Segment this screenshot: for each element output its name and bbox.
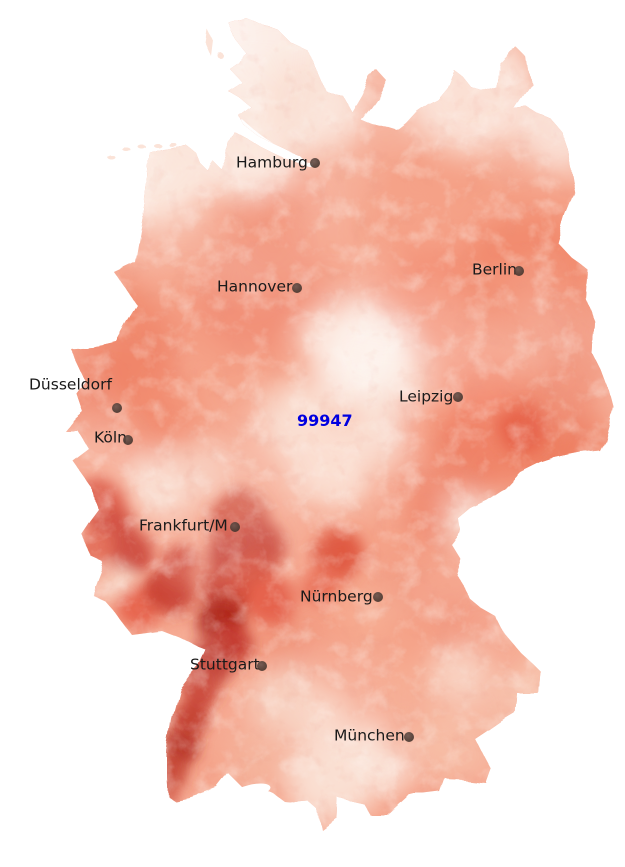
city-dot xyxy=(112,403,122,413)
city-label: Hannover xyxy=(217,277,293,296)
city-dot xyxy=(453,392,463,402)
city-dot xyxy=(514,266,524,276)
city-dot xyxy=(404,732,414,742)
city-dot xyxy=(373,592,383,602)
city-label: Leipzig xyxy=(399,387,454,406)
islands xyxy=(108,30,222,160)
city-dot xyxy=(123,435,133,445)
city-dot xyxy=(230,522,240,532)
city-label: Köln xyxy=(94,428,128,447)
city-label: Frankfurt/M xyxy=(139,516,228,535)
city-dot xyxy=(292,283,302,293)
city-label: Berlin xyxy=(472,260,517,279)
city-dot xyxy=(257,661,267,671)
city-label: Hamburg xyxy=(236,153,308,172)
city-label: Nürnberg xyxy=(300,587,373,606)
city-label: Stuttgart xyxy=(190,655,260,674)
city-dot xyxy=(310,158,320,168)
highlighted-postal-code-label: 99947 xyxy=(297,411,353,430)
city-label: München xyxy=(334,726,405,745)
lake-constance xyxy=(229,783,271,801)
city-label: Düsseldorf xyxy=(29,375,112,394)
